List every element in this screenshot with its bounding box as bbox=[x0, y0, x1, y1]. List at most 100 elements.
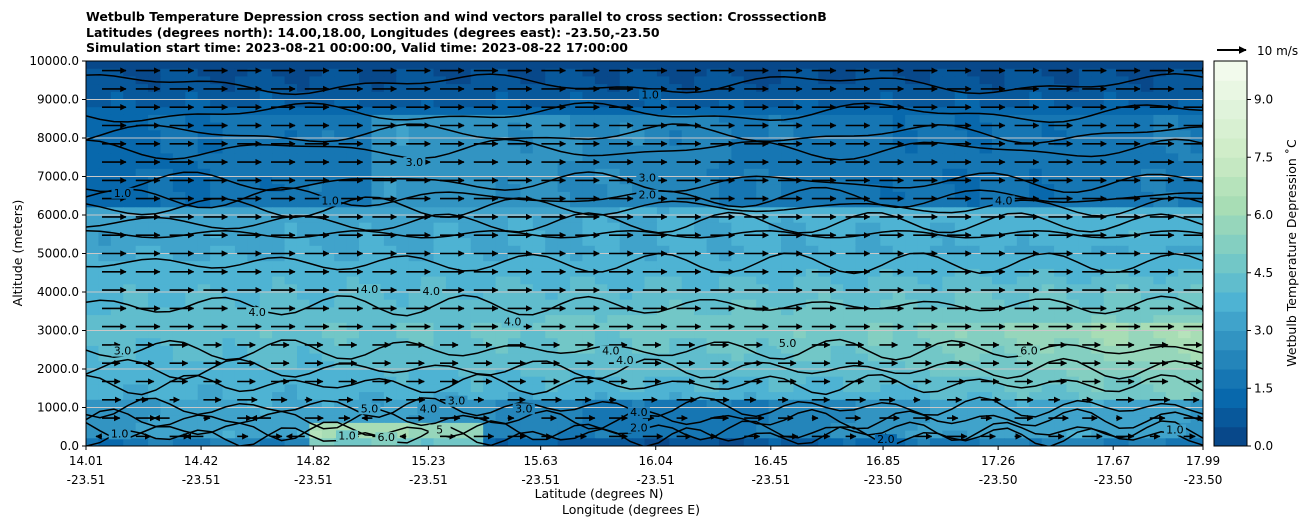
field-cell bbox=[954, 268, 968, 278]
field-cell bbox=[483, 130, 497, 139]
field-cell bbox=[383, 353, 397, 362]
field-cell bbox=[880, 199, 894, 208]
field-cell bbox=[979, 145, 993, 154]
field-cell bbox=[805, 76, 819, 85]
field-cell bbox=[123, 138, 137, 147]
field-cell bbox=[309, 107, 323, 116]
field-cell bbox=[1153, 91, 1167, 101]
field-cell bbox=[1004, 392, 1018, 401]
field-cell bbox=[1054, 61, 1068, 70]
field-cell bbox=[296, 153, 310, 162]
field-cell bbox=[321, 353, 335, 362]
field-cell bbox=[706, 122, 720, 131]
field-cell bbox=[272, 207, 286, 216]
field-cell bbox=[855, 138, 869, 147]
field-cell bbox=[942, 122, 956, 131]
field-cell bbox=[905, 322, 919, 332]
field-cell bbox=[296, 138, 310, 147]
field-cell bbox=[172, 292, 186, 301]
field-cell bbox=[781, 68, 795, 77]
field-cell bbox=[507, 191, 521, 201]
field-cell bbox=[1190, 245, 1203, 255]
field-cell bbox=[408, 122, 422, 131]
field-cell bbox=[383, 276, 397, 285]
field-cell bbox=[632, 199, 646, 208]
field-cell bbox=[160, 376, 174, 385]
field-cell bbox=[160, 330, 174, 339]
field-cell bbox=[594, 230, 608, 239]
field-cell bbox=[470, 114, 484, 124]
field-cell bbox=[942, 315, 956, 324]
field-cell bbox=[135, 107, 149, 116]
field-cell bbox=[632, 245, 646, 255]
field-cell bbox=[110, 61, 124, 70]
field-cell bbox=[234, 161, 248, 170]
field-cell bbox=[383, 284, 397, 293]
field-cell bbox=[843, 353, 857, 362]
field-cell bbox=[743, 384, 757, 393]
field-cell bbox=[433, 299, 447, 308]
field-cell bbox=[619, 207, 633, 216]
field-cell bbox=[979, 61, 993, 70]
field-cell bbox=[644, 430, 658, 439]
field-cell bbox=[210, 199, 224, 208]
field-cell bbox=[905, 61, 919, 70]
field-cell bbox=[694, 392, 708, 401]
field-cell bbox=[532, 268, 546, 278]
field-cell bbox=[805, 99, 819, 108]
field-cell bbox=[756, 422, 770, 432]
field-cell bbox=[247, 145, 261, 154]
field-cell bbox=[979, 191, 993, 201]
field-cell bbox=[1153, 61, 1167, 70]
field-cell bbox=[197, 307, 211, 316]
field-cell bbox=[669, 68, 683, 77]
field-cell bbox=[160, 76, 174, 85]
field-cell bbox=[781, 361, 795, 370]
field-cell bbox=[607, 99, 621, 108]
field-cell bbox=[148, 76, 162, 85]
field-cell bbox=[731, 361, 745, 370]
field-cell bbox=[408, 384, 422, 393]
field-cell bbox=[570, 422, 584, 432]
field-cell bbox=[830, 184, 844, 193]
field-cell bbox=[607, 415, 621, 424]
field-cell bbox=[731, 338, 745, 347]
field-cell bbox=[197, 430, 211, 439]
field-cell bbox=[1091, 161, 1105, 170]
field-cell bbox=[433, 399, 447, 409]
field-cell bbox=[172, 268, 186, 278]
field-cell bbox=[532, 322, 546, 332]
field-cell bbox=[296, 176, 310, 185]
field-cell bbox=[656, 430, 670, 439]
field-cell bbox=[1153, 299, 1167, 308]
field-cell bbox=[234, 299, 248, 308]
field-cell bbox=[110, 199, 124, 208]
field-cell bbox=[421, 338, 435, 347]
field-cell bbox=[607, 292, 621, 301]
field-cell bbox=[259, 91, 273, 101]
field-cell bbox=[1165, 376, 1179, 385]
field-cell bbox=[148, 130, 162, 139]
field-cell bbox=[545, 130, 559, 139]
field-cell bbox=[1041, 292, 1055, 301]
field-cell bbox=[458, 268, 472, 278]
field-cell bbox=[681, 138, 695, 147]
field-cell bbox=[359, 107, 373, 116]
field-cell bbox=[669, 438, 683, 446]
field-cell bbox=[272, 107, 286, 116]
field-cell bbox=[309, 207, 323, 216]
field-cell bbox=[669, 253, 683, 262]
field-cell bbox=[1116, 114, 1130, 124]
field-cell bbox=[148, 338, 162, 347]
field-cell bbox=[818, 299, 832, 308]
field-cell bbox=[1178, 153, 1192, 162]
field-cell bbox=[98, 107, 112, 116]
field-cell bbox=[234, 184, 248, 193]
field-cell bbox=[855, 369, 869, 378]
field-cell bbox=[433, 199, 447, 208]
field-cell bbox=[334, 161, 348, 170]
field-cell bbox=[656, 369, 670, 378]
field-cell bbox=[520, 392, 534, 401]
field-cell bbox=[992, 61, 1006, 70]
field-cell bbox=[483, 153, 497, 162]
